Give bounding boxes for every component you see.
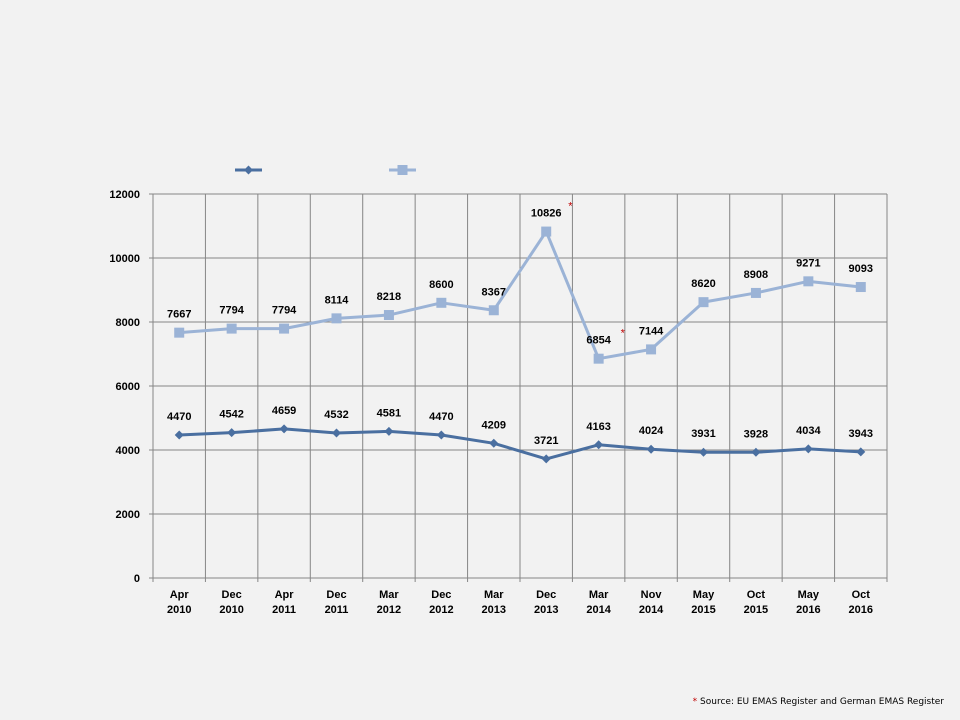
data-label: 9093 — [849, 263, 873, 275]
data-point-diamond — [803, 444, 813, 454]
data-point-diamond — [227, 428, 237, 438]
x-tick-label: Apr 2011 — [272, 589, 296, 616]
y-tick-label: 2000 — [116, 509, 140, 521]
y-tick-label: 8000 — [116, 317, 140, 329]
data-label: 4581 — [377, 407, 401, 419]
data-label: 3931 — [691, 428, 715, 440]
data-point-diamond — [384, 426, 394, 436]
chart-legend — [235, 165, 416, 175]
data-point-square — [174, 327, 185, 338]
data-point-diamond — [332, 428, 341, 438]
data-label: 4532 — [324, 409, 348, 421]
data-label: 4470 — [167, 411, 191, 423]
y-tick-label: 10000 — [109, 253, 140, 265]
data-label: 7667 — [167, 309, 191, 321]
data-label: 7794 — [219, 305, 244, 317]
data-point-square — [646, 344, 657, 355]
data-label: 8908 — [744, 269, 768, 281]
data-point-diamond — [856, 447, 866, 457]
x-tick-label: Mar 2014 — [586, 589, 611, 616]
gridlines — [152, 193, 888, 582]
data-label: 3721 — [534, 435, 558, 447]
data-point-square — [855, 282, 866, 293]
data-labels: 4470 4542 4659 4532 4581 4470 4209 3721 4163 4024… — [167, 201, 873, 447]
x-tick-label: Mar 2013 — [482, 589, 506, 616]
data-point-diamond — [646, 444, 656, 454]
y-tick-label: 0 — [134, 573, 140, 585]
data-label: 4163 — [586, 421, 610, 433]
data-label: 8367 — [482, 286, 506, 298]
data-point-square — [436, 297, 447, 308]
x-tick-label: May 2015 — [691, 589, 715, 616]
source-footnote: * Source: EU EMAS Register and German EM… — [693, 697, 944, 707]
footnote-text: Source: EU EMAS Register and German EMAS… — [697, 697, 944, 707]
data-label: 4209 — [482, 419, 506, 431]
data-point-diamond — [751, 447, 761, 457]
data-point-diamond — [244, 165, 253, 175]
data-label: 4542 — [219, 409, 243, 421]
series-line-1 — [179, 427, 861, 461]
data-point-square — [331, 313, 342, 324]
footnote-asterisk: * — [692, 697, 698, 707]
data-point-square — [698, 297, 709, 308]
x-tick-label: May 2016 — [796, 589, 820, 616]
data-label: 4659 — [272, 405, 296, 417]
x-axis-ticks: Apr 2010 Dec 2010 Apr 2011 Dec 2011 Mar 2012 Dec 20… — [167, 589, 873, 616]
data-point-diamond — [699, 447, 708, 457]
data-point-square — [750, 287, 761, 298]
data-point-square — [383, 310, 394, 321]
data-point-square — [541, 226, 552, 237]
x-tick-label: Dec 2010 — [219, 589, 243, 616]
data-label: 7144 — [639, 325, 664, 337]
x-tick-label: Nov 2014 — [639, 589, 664, 616]
data-point-diamond — [279, 424, 289, 434]
series-line-2 — [179, 230, 861, 361]
x-tick-label: Dec 2012 — [429, 589, 453, 616]
data-label: 8114 — [325, 294, 350, 306]
x-tick-label: Oct 2015 — [744, 589, 768, 616]
y-tick-label: 6000 — [116, 381, 140, 393]
y-tick-label: 12000 — [109, 189, 140, 201]
data-point-diamond — [436, 430, 446, 440]
data-point-diamond — [541, 454, 551, 464]
data-label: 8620 — [691, 278, 715, 290]
data-label: 8600 — [429, 279, 453, 291]
data-label: 3943 — [849, 428, 873, 440]
y-axis-ticks: 0 2000 4000 6000 8000 10000 12000 — [109, 189, 153, 585]
x-tick-label: Dec 2013 — [534, 589, 558, 616]
data-point-square — [397, 165, 408, 175]
data-point-square — [488, 305, 499, 316]
data-point-diamond — [594, 440, 604, 450]
data-label: 7794 — [272, 305, 297, 317]
annotation-asterisk: * — [621, 328, 626, 340]
x-tick-label: Apr 2010 — [167, 589, 191, 616]
x-tick-label: Dec 2011 — [325, 589, 349, 616]
data-point-square — [593, 353, 604, 364]
chart-series — [174, 226, 866, 464]
y-tick-label: 4000 — [116, 445, 140, 457]
x-tick-label: Oct 2016 — [849, 589, 873, 616]
data-point-diamond — [489, 438, 499, 448]
data-label: 3928 — [744, 428, 768, 440]
annotation-asterisk: * — [568, 201, 573, 213]
data-point-square — [803, 276, 814, 287]
data-label: 10826 — [531, 208, 562, 220]
data-point-square — [279, 323, 290, 334]
data-label: 6854 — [586, 335, 611, 347]
data-point-diamond — [174, 430, 184, 440]
x-tick-label: Mar 2012 — [377, 589, 401, 616]
data-label: 9271 — [796, 257, 820, 269]
data-label: 4034 — [796, 425, 821, 437]
data-point-square — [226, 323, 237, 334]
data-label: 8218 — [377, 291, 401, 303]
data-label: 4024 — [639, 425, 664, 437]
data-label: 4470 — [429, 411, 453, 423]
